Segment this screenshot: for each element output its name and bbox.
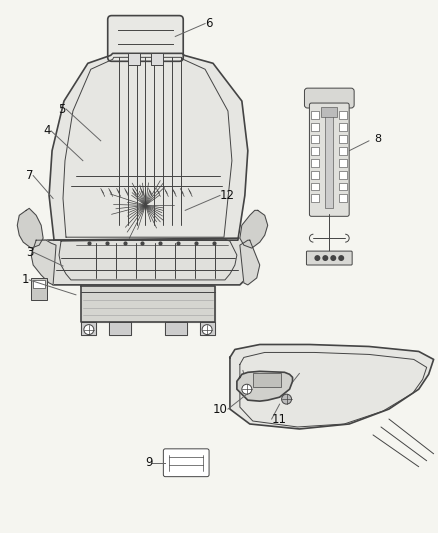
Bar	[311, 111, 319, 119]
Polygon shape	[240, 240, 260, 285]
FancyBboxPatch shape	[108, 15, 183, 61]
Bar	[311, 147, 319, 155]
Bar	[33, 280, 45, 288]
Polygon shape	[230, 344, 434, 429]
Circle shape	[202, 325, 212, 335]
Text: 1: 1	[22, 273, 29, 286]
Text: 7: 7	[26, 169, 33, 182]
Circle shape	[314, 255, 320, 261]
Bar	[253, 373, 281, 387]
Bar	[339, 111, 347, 119]
Circle shape	[338, 255, 344, 261]
Polygon shape	[81, 321, 96, 335]
Bar	[152, 53, 163, 65]
Polygon shape	[165, 321, 187, 335]
Bar	[311, 159, 319, 167]
Bar	[311, 135, 319, 143]
Text: 4: 4	[43, 124, 51, 138]
Bar	[339, 159, 347, 167]
Bar	[339, 147, 347, 155]
Polygon shape	[240, 211, 268, 248]
Text: 11: 11	[272, 413, 286, 425]
Bar	[321, 107, 337, 117]
Bar	[311, 171, 319, 179]
Circle shape	[242, 384, 252, 394]
FancyBboxPatch shape	[304, 88, 354, 108]
Bar	[311, 195, 319, 203]
Text: 5: 5	[59, 102, 66, 116]
Circle shape	[322, 255, 328, 261]
Bar	[311, 123, 319, 131]
Text: 10: 10	[213, 402, 228, 416]
Text: 12: 12	[220, 189, 235, 202]
Text: 8: 8	[374, 134, 381, 144]
Polygon shape	[49, 53, 248, 240]
FancyBboxPatch shape	[309, 103, 349, 216]
Bar	[339, 171, 347, 179]
Text: 3: 3	[26, 246, 33, 259]
Polygon shape	[31, 240, 56, 285]
Circle shape	[84, 325, 94, 335]
Bar	[31, 278, 47, 300]
Polygon shape	[109, 321, 131, 335]
Text: 6: 6	[205, 17, 212, 30]
Bar	[127, 53, 140, 65]
Polygon shape	[81, 286, 215, 321]
Bar	[339, 123, 347, 131]
Bar	[339, 135, 347, 143]
Polygon shape	[237, 372, 293, 401]
Polygon shape	[200, 321, 215, 335]
Text: 9: 9	[145, 456, 152, 469]
Circle shape	[330, 255, 336, 261]
Polygon shape	[17, 208, 43, 248]
Bar	[325, 109, 333, 208]
FancyBboxPatch shape	[307, 251, 352, 265]
Circle shape	[282, 394, 292, 404]
Bar	[311, 182, 319, 190]
Bar	[339, 182, 347, 190]
Bar	[339, 195, 347, 203]
FancyBboxPatch shape	[163, 449, 209, 477]
Polygon shape	[39, 238, 255, 285]
